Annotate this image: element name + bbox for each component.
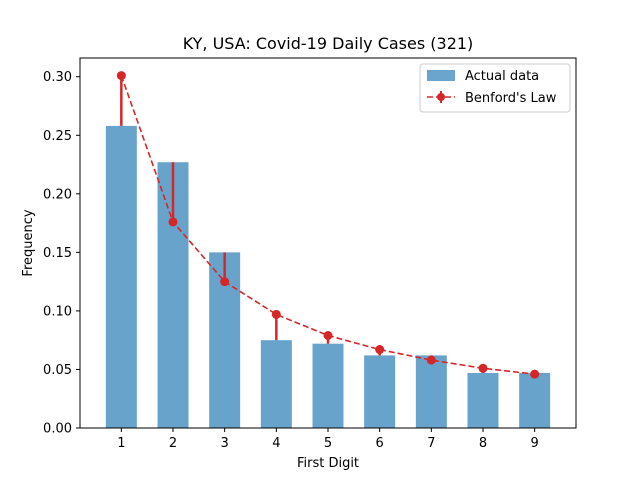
y-tick-label: 0.05 (43, 363, 72, 378)
y-tick-label: 0.25 (43, 129, 72, 144)
legend: Actual data Benford's Law (419, 63, 571, 113)
y-tick-label: 0.15 (43, 246, 72, 261)
x-tick-label: 7 (427, 436, 435, 451)
benford-point (271, 309, 281, 319)
y-tick-label: 0.10 (43, 304, 72, 319)
bar (312, 343, 344, 428)
x-tick-label: 9 (531, 436, 539, 451)
benford-point (220, 277, 230, 287)
x-tick-label: 2 (169, 436, 177, 451)
x-axis-label: First Digit (297, 456, 359, 471)
legend-marker-benford (437, 93, 445, 101)
legend-label-benford: Benford's Law (465, 91, 557, 106)
legend-swatch-actual (427, 70, 455, 81)
x-tick-label: 4 (272, 436, 280, 451)
bar (519, 372, 551, 428)
bar (415, 355, 447, 428)
y-tick-label: 0.00 (43, 422, 72, 437)
benford-point (530, 369, 540, 379)
x-tick-label: 5 (324, 436, 332, 451)
benford-point (375, 345, 385, 355)
bar (260, 340, 292, 428)
benford-point (116, 71, 126, 81)
bar-series (105, 125, 551, 429)
bar (467, 372, 499, 428)
legend-label-actual: Actual data (465, 69, 539, 84)
x-tick-label: 3 (221, 436, 229, 451)
x-axis: 1 2 3 4 5 6 7 8 9 (117, 428, 539, 451)
bar (105, 125, 137, 429)
x-tick-label: 8 (479, 436, 487, 451)
y-axis-label: Frequency (21, 209, 36, 276)
y-tick-label: 0.20 (43, 187, 72, 202)
legend-box (419, 63, 571, 113)
benford-points (116, 71, 540, 379)
x-tick-label: 1 (117, 436, 125, 451)
benford-point (478, 363, 488, 373)
benford-point (426, 355, 436, 365)
y-axis: 0.00 0.05 0.10 0.15 0.20 0.25 0.30 (43, 70, 80, 437)
benford-point (323, 331, 333, 340)
bar (364, 355, 396, 428)
x-tick-label: 6 (376, 436, 384, 451)
benford-point (168, 217, 178, 227)
chart-title: KY, USA: Covid-19 Daily Cases (321) (183, 34, 474, 53)
y-tick-label: 0.30 (43, 70, 72, 85)
